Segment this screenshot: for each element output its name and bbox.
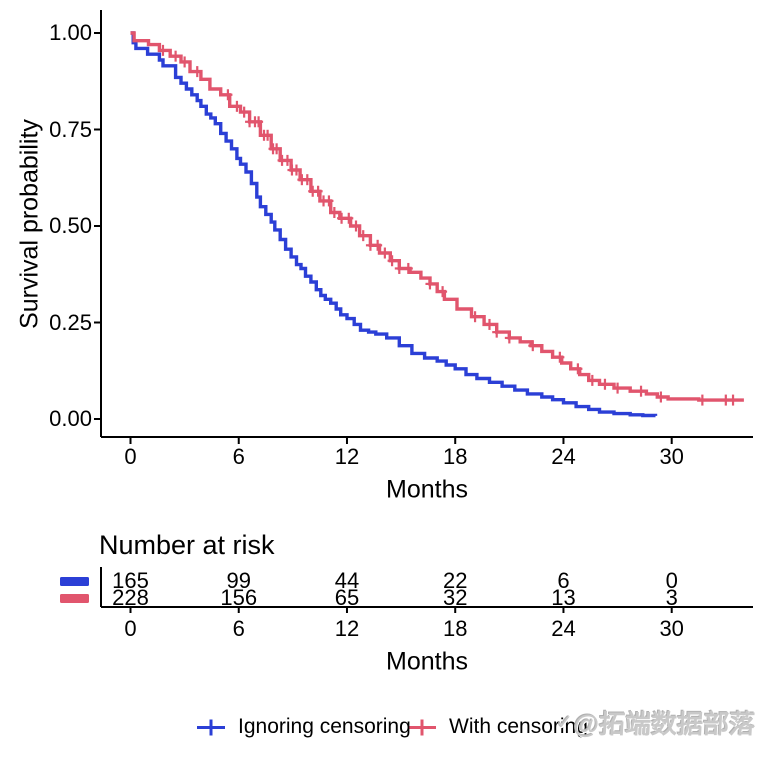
- risk-count-with: 13: [551, 585, 576, 610]
- risk-count-ignoring: 99: [226, 568, 251, 593]
- survival-curve-with: [130, 31, 744, 402]
- risk-x-tick-label: 30: [659, 616, 684, 641]
- risk-count-with: 228: [112, 585, 149, 610]
- risk-x-tick-label: 0: [124, 616, 137, 641]
- y-tick-label: 1.00: [49, 20, 92, 45]
- risk-count-with: 32: [442, 585, 468, 610]
- risk-x-tick-label: 18: [442, 616, 468, 641]
- legend-label-with-censoring: With censoring: [449, 715, 588, 738]
- risk-row-swatch-ignoring: [60, 577, 89, 586]
- risk-table-title: Number at risk: [99, 530, 275, 560]
- risk-count-ignoring: 6: [557, 568, 570, 593]
- x-tick-label: 18: [442, 444, 468, 469]
- risk-x-tick-label: 6: [232, 616, 245, 641]
- risk-count-with: 65: [334, 585, 360, 610]
- risk-count-ignoring: 165: [112, 568, 149, 593]
- risk-count-with: 156: [220, 585, 258, 610]
- x-tick-label: 30: [659, 444, 684, 469]
- x-tick-label: 12: [334, 444, 360, 469]
- risk-row-swatch-with: [60, 594, 89, 603]
- risk-table-x-axis-title: Months: [386, 647, 468, 676]
- y-tick-label: 0.25: [49, 309, 92, 335]
- risk-count-ignoring: 22: [442, 568, 468, 593]
- risk-x-tick-label: 12: [334, 616, 360, 641]
- y-tick-label: 0.00: [49, 406, 92, 431]
- risk-count-ignoring: 44: [334, 568, 360, 593]
- survival-curve-ignoring: [130, 31, 658, 418]
- risk-x-tick-label: 24: [551, 616, 576, 641]
- x-tick-label: 24: [551, 444, 576, 469]
- x-axis-title: Months: [386, 475, 468, 504]
- risk-count-ignoring: 0: [665, 568, 678, 593]
- x-tick-label: 0: [124, 444, 137, 469]
- x-tick-label: 6: [232, 444, 245, 469]
- watermark-logo-icon: ✓: [555, 712, 574, 734]
- y-tick-label: 0.50: [49, 213, 92, 238]
- y-tick-label: 0.75: [49, 116, 92, 142]
- y-axis-title: Survival probability: [15, 119, 44, 329]
- risk-count-with: 3: [665, 585, 678, 610]
- watermark: ✓@拓端数据部落: [555, 704, 756, 741]
- watermark-text: @拓端数据部落: [572, 709, 756, 739]
- legend-label-ignoring-censoring: Ignoring censoring: [238, 715, 411, 738]
